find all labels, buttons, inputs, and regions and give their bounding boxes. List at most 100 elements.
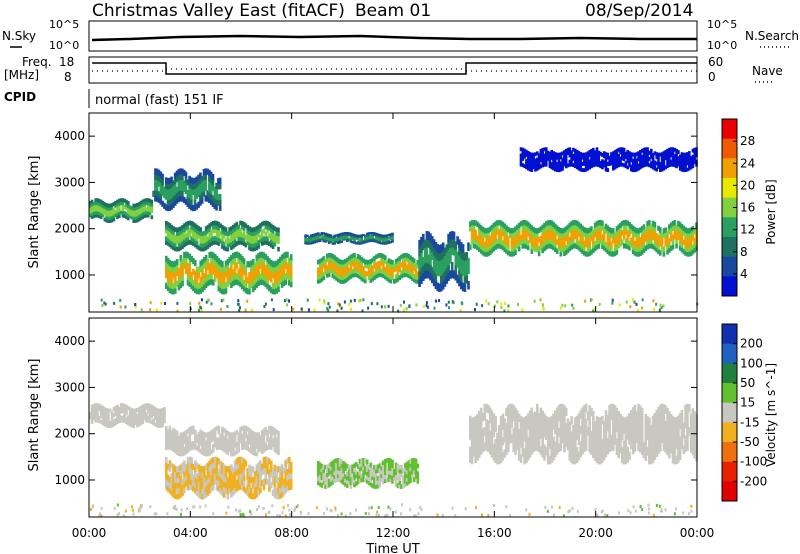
data-cell — [668, 163, 671, 168]
data-cell — [114, 213, 117, 218]
data-cell — [545, 230, 548, 236]
data-cell — [237, 457, 240, 464]
data-cell — [116, 407, 119, 412]
data-cell — [374, 480, 378, 485]
data-cell — [242, 485, 246, 492]
data-cell — [671, 424, 675, 433]
data-cell — [488, 235, 492, 242]
data-cell — [329, 253, 333, 258]
data-cell — [660, 426, 664, 436]
data-cell — [242, 241, 246, 246]
data-cell — [318, 266, 322, 272]
data-cell — [101, 201, 105, 205]
data-cell — [356, 254, 360, 259]
data-cell — [479, 438, 483, 448]
data-cell — [496, 224, 499, 231]
data-cell — [385, 477, 389, 483]
data-cell — [615, 423, 619, 432]
data-cell — [394, 470, 398, 476]
data-cell — [407, 471, 411, 477]
data-cell — [206, 280, 210, 287]
data-cell — [474, 431, 477, 441]
data-cell — [118, 409, 121, 414]
data-cell — [631, 168, 635, 173]
data-cell — [369, 238, 373, 241]
data-cell — [289, 254, 293, 261]
data-cell — [255, 485, 259, 493]
data-cell — [602, 421, 606, 430]
data-cell — [246, 228, 249, 234]
data-cell — [584, 241, 588, 248]
data-cell — [626, 220, 629, 226]
data-cell — [215, 232, 219, 238]
data-cell — [550, 229, 553, 236]
data-cell — [503, 433, 506, 443]
data-cell — [541, 426, 544, 435]
data-cell — [212, 240, 215, 245]
data-cell — [496, 432, 499, 442]
data-cell — [358, 270, 362, 276]
data-cell — [640, 446, 644, 456]
data-cell — [519, 159, 523, 164]
data-cell — [116, 208, 119, 213]
data-cell — [191, 178, 195, 185]
data-cell — [416, 479, 420, 484]
data-cell — [311, 238, 315, 241]
data-cell — [640, 164, 644, 169]
data-cell — [210, 437, 213, 443]
data-cell — [145, 418, 148, 423]
data-cell — [686, 246, 689, 252]
data-cell — [429, 241, 432, 250]
data-cell — [668, 247, 671, 253]
data-cell — [233, 242, 237, 248]
data-cell — [677, 230, 680, 236]
data-cell — [561, 228, 564, 234]
data-cell — [148, 406, 152, 411]
data-cell — [494, 244, 497, 250]
data-cell — [125, 411, 128, 415]
data-cell — [266, 221, 269, 226]
data-cell — [454, 248, 458, 258]
data-cell — [253, 242, 257, 248]
data-cell — [650, 238, 653, 244]
data-cell — [246, 473, 249, 480]
ground-scatter-cell — [149, 308, 152, 312]
data-cell — [107, 219, 110, 223]
data-cell — [150, 411, 154, 415]
data-cell — [166, 441, 170, 446]
data-cell — [536, 426, 539, 436]
data-cell — [514, 231, 517, 237]
data-cell — [593, 245, 597, 252]
data-cell — [277, 446, 280, 452]
data-cell — [633, 152, 637, 157]
data-cell — [563, 227, 566, 233]
data-cell — [353, 256, 356, 262]
data-cell — [170, 266, 173, 273]
data-cell — [282, 478, 286, 485]
data-cell — [251, 243, 255, 248]
data-cell — [644, 156, 648, 161]
data-cell — [472, 233, 476, 240]
data-cell — [403, 264, 407, 270]
data-cell — [166, 241, 170, 246]
data-cell — [351, 261, 354, 266]
data-cell — [474, 243, 477, 249]
data-cell — [675, 224, 678, 230]
data-cell — [184, 463, 188, 471]
data-cell — [371, 265, 374, 271]
data-cell — [351, 272, 354, 278]
data-cell — [222, 272, 226, 279]
data-cell — [148, 416, 152, 421]
data-cell — [516, 229, 519, 235]
data-cell — [691, 230, 695, 236]
data-cell — [508, 251, 512, 257]
data-cell — [201, 446, 204, 452]
data-cell — [342, 238, 345, 241]
data-cell — [469, 431, 472, 440]
data-cell — [116, 413, 119, 418]
data-cell — [338, 473, 342, 479]
data-cell — [335, 465, 338, 471]
data-cell — [204, 237, 208, 243]
data-cell — [648, 432, 651, 442]
data-cell — [501, 452, 505, 461]
